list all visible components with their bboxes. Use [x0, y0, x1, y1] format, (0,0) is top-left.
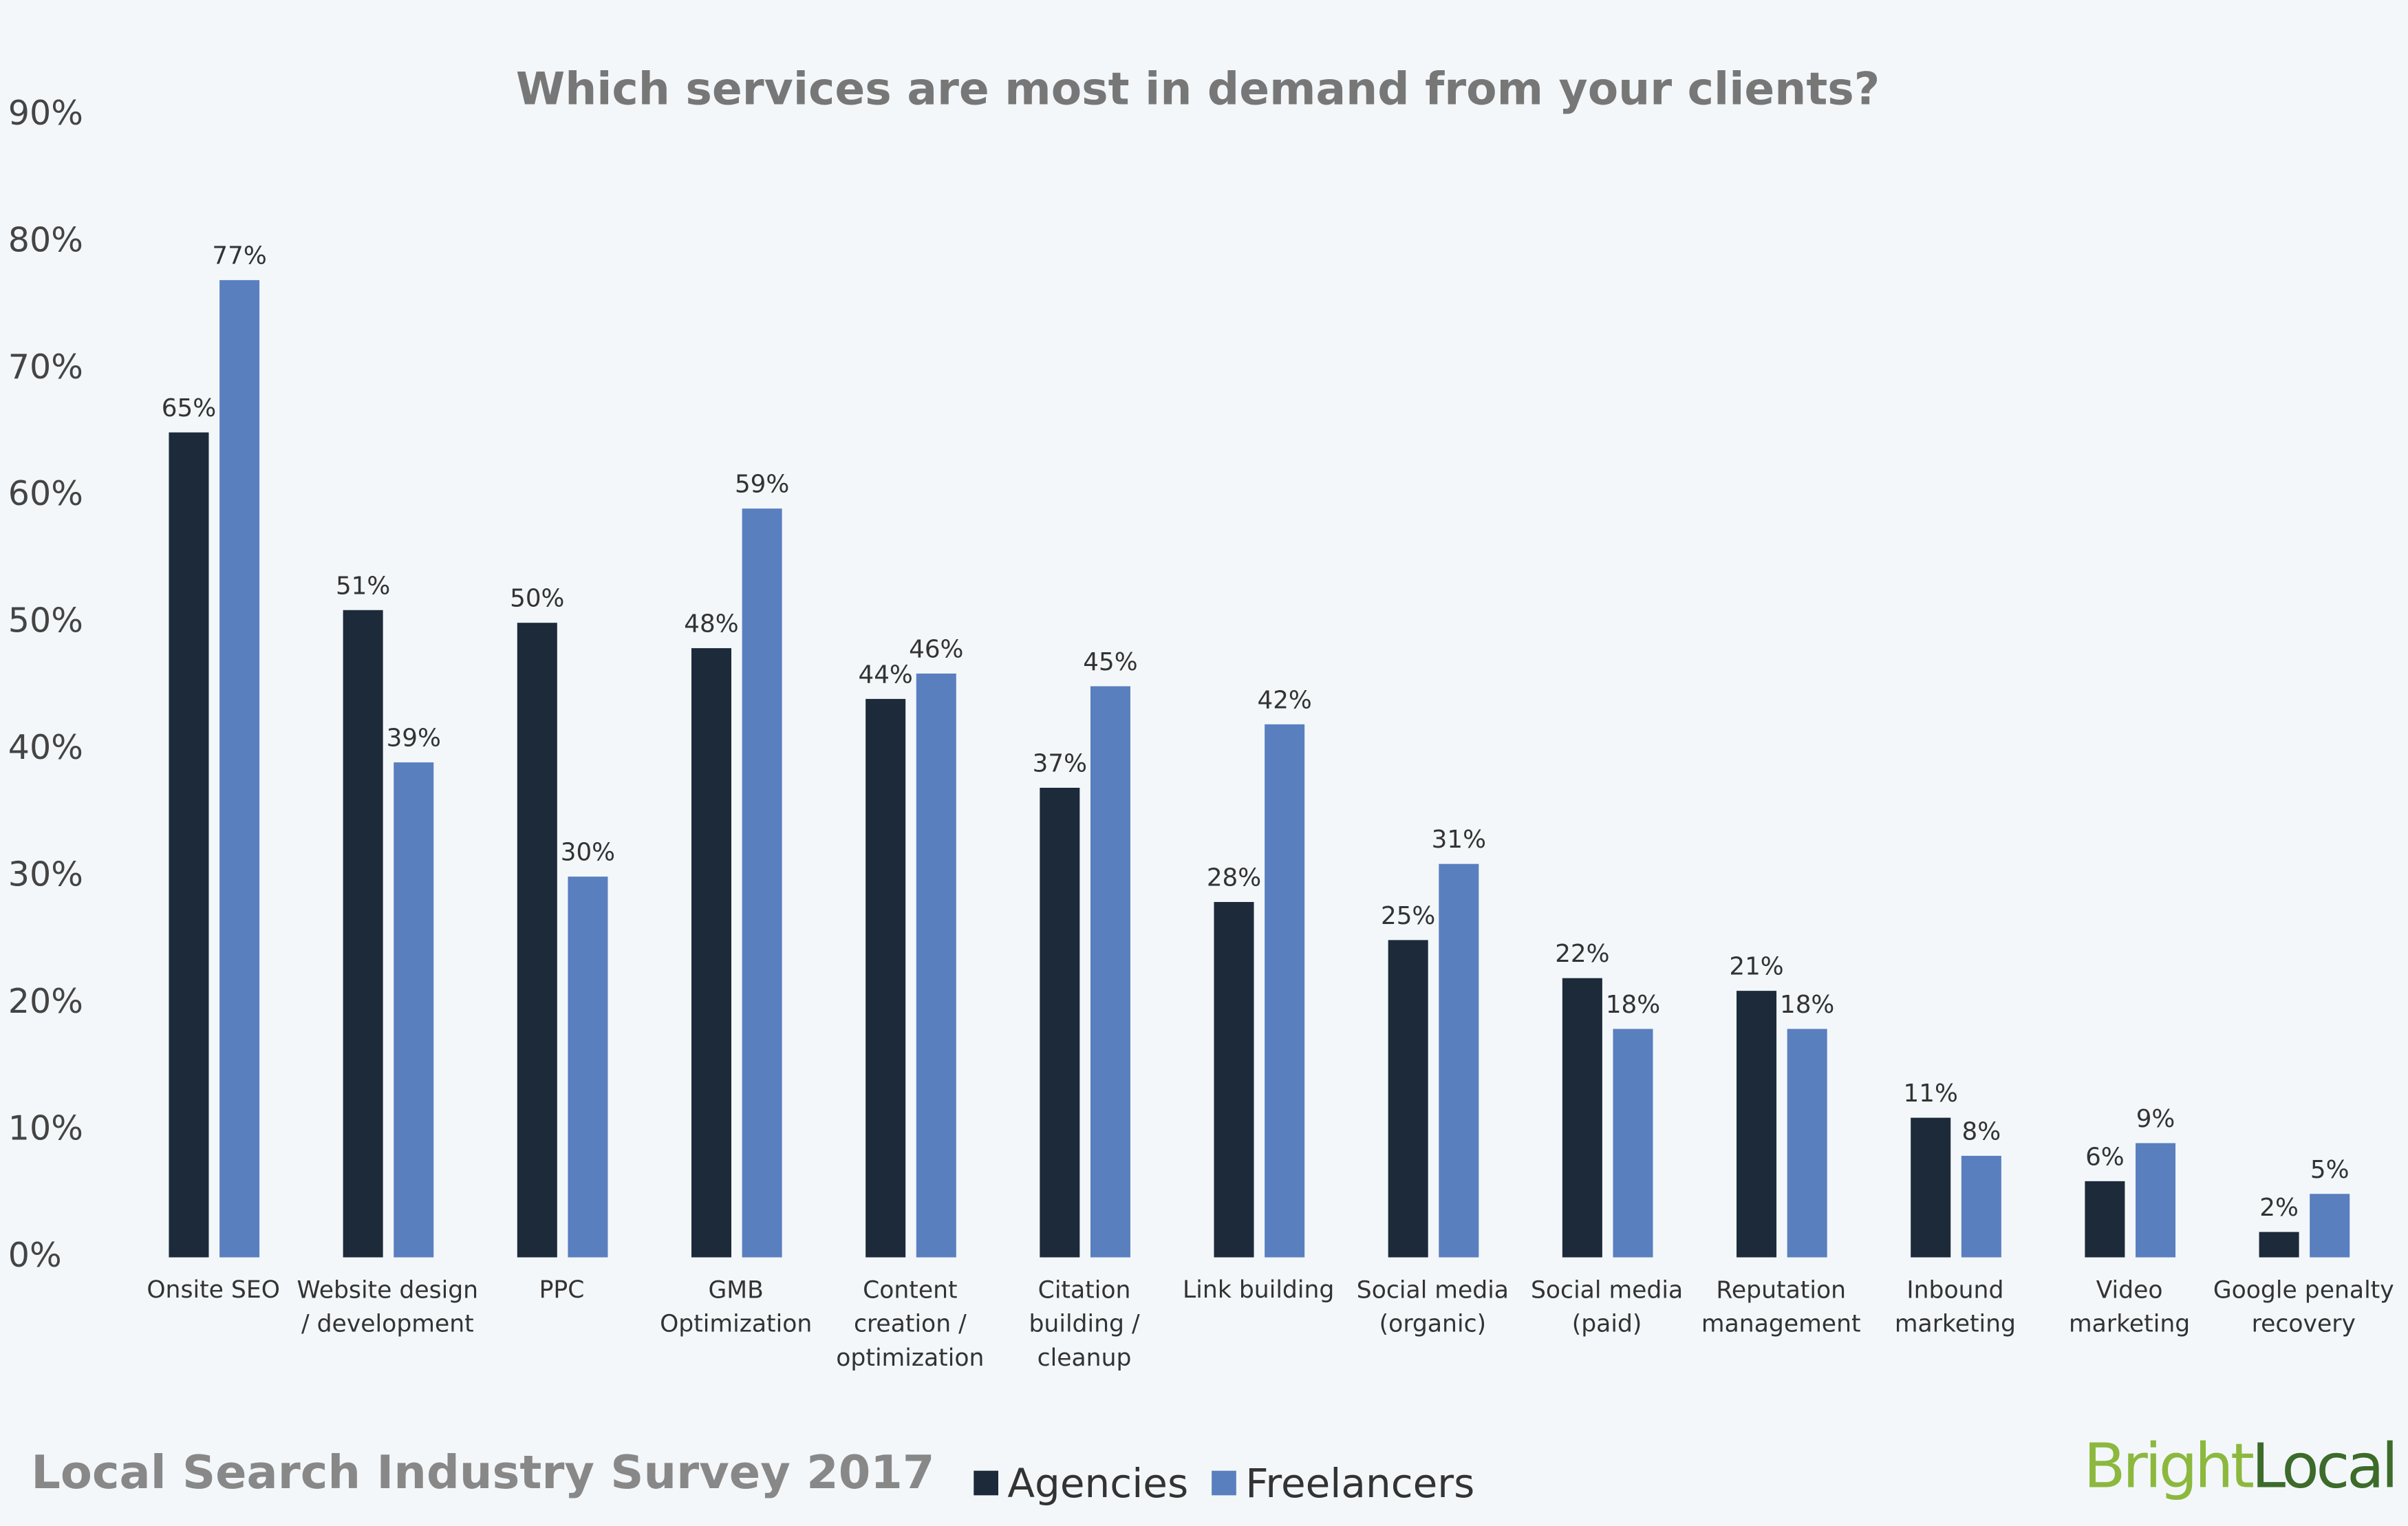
value-label: 5%	[2310, 1156, 2350, 1184]
x-tick-label: PPC	[539, 1276, 585, 1304]
value-label: 45%	[1083, 648, 1137, 676]
y-tick-label: 90%	[8, 93, 83, 133]
bar	[2259, 1232, 2299, 1258]
brand: BrightLocal	[2083, 1431, 2395, 1503]
bar	[1265, 724, 1305, 1258]
value-label: 65%	[162, 394, 216, 422]
footer: Local Search Industry Survey 2017	[31, 1446, 934, 1499]
value-label: 46%	[909, 636, 963, 664]
bar	[1961, 1155, 2001, 1258]
bar	[2310, 1194, 2350, 1258]
x-tick-label: Content creation / optimization	[836, 1276, 984, 1371]
legend-swatch	[1212, 1470, 1236, 1496]
value-label: 8%	[1962, 1117, 2001, 1146]
x-tick-label: Website design / development	[297, 1276, 479, 1337]
x-tick-label: Citation building / cleanup	[1029, 1276, 1139, 1371]
x-tick-label: GMB Optimization	[660, 1276, 812, 1337]
y-tick-label: 30%	[8, 855, 83, 894]
bar	[866, 698, 906, 1258]
bar	[916, 673, 956, 1258]
value-label: 31%	[1432, 826, 1486, 854]
value-label: 44%	[858, 660, 912, 689]
legend-label: Freelancers	[1245, 1460, 1474, 1507]
value-label: 77%	[212, 242, 266, 270]
bar	[1214, 902, 1254, 1258]
x-tick-label: Link building	[1183, 1276, 1334, 1304]
y-tick-label: 80%	[8, 219, 83, 259]
value-label: 21%	[1729, 953, 1783, 981]
bar	[1040, 787, 1080, 1258]
value-label: 9%	[2136, 1105, 2175, 1133]
y-tick-label: 50%	[8, 601, 83, 641]
value-label: 2%	[2259, 1194, 2299, 1222]
value-label: 18%	[1780, 991, 1834, 1019]
value-label: 50%	[510, 585, 564, 613]
value-label: 25%	[1381, 902, 1435, 930]
bar	[394, 762, 434, 1258]
bar	[2085, 1181, 2125, 1258]
bar	[1787, 1029, 1827, 1258]
bar	[568, 877, 608, 1258]
y-tick-label: 60%	[8, 473, 83, 513]
value-label: 11%	[1904, 1079, 1958, 1108]
value-label: 22%	[1555, 940, 1609, 968]
legend-label: Agencies	[1007, 1460, 1188, 1507]
bar	[2136, 1143, 2176, 1258]
value-label: 42%	[1257, 686, 1311, 714]
bar	[169, 432, 209, 1258]
x-tick-label: Onsite SEO	[147, 1276, 280, 1304]
value-label: 39%	[387, 724, 441, 753]
value-label: 28%	[1207, 864, 1261, 892]
value-label: 59%	[735, 471, 789, 499]
x-tick-label: Inbound marketing	[1895, 1276, 2016, 1337]
y-tick-label: 70%	[8, 347, 83, 387]
y-tick-label: 10%	[8, 1108, 83, 1148]
value-label: 48%	[684, 610, 738, 638]
value-label: 37%	[1033, 750, 1087, 778]
legend-swatch	[974, 1470, 998, 1496]
value-label: 30%	[561, 839, 615, 867]
bar	[343, 610, 383, 1258]
bar	[517, 623, 557, 1258]
x-tick-label: Google penalty recovery	[2213, 1276, 2394, 1337]
y-tick-label: 40%	[8, 727, 83, 767]
value-label: 51%	[336, 572, 390, 600]
bar	[1439, 863, 1479, 1258]
bar	[1613, 1029, 1653, 1258]
bar	[1737, 991, 1777, 1258]
y-tick-label: 0%	[8, 1235, 62, 1275]
bar	[219, 280, 260, 1258]
brand-part: Local	[2252, 1431, 2396, 1503]
x-tick-label: Video marketing	[2069, 1276, 2190, 1337]
brand-part: Bright	[2083, 1431, 2253, 1503]
value-label: 18%	[1606, 991, 1660, 1019]
x-tick-label: Social media (organic)	[1357, 1276, 1509, 1337]
bar	[742, 508, 782, 1258]
chart-title: Which services are most in demand from y…	[516, 63, 1880, 115]
bar	[1388, 940, 1428, 1258]
bar	[691, 648, 731, 1258]
bar	[1562, 978, 1602, 1258]
bar	[1090, 686, 1130, 1258]
y-tick-label: 20%	[8, 981, 83, 1021]
x-tick-label: Reputation management	[1701, 1276, 1861, 1337]
x-tick-label: Social media (paid)	[1531, 1276, 1683, 1337]
bar	[1911, 1117, 1951, 1258]
value-label: 6%	[2085, 1143, 2125, 1171]
